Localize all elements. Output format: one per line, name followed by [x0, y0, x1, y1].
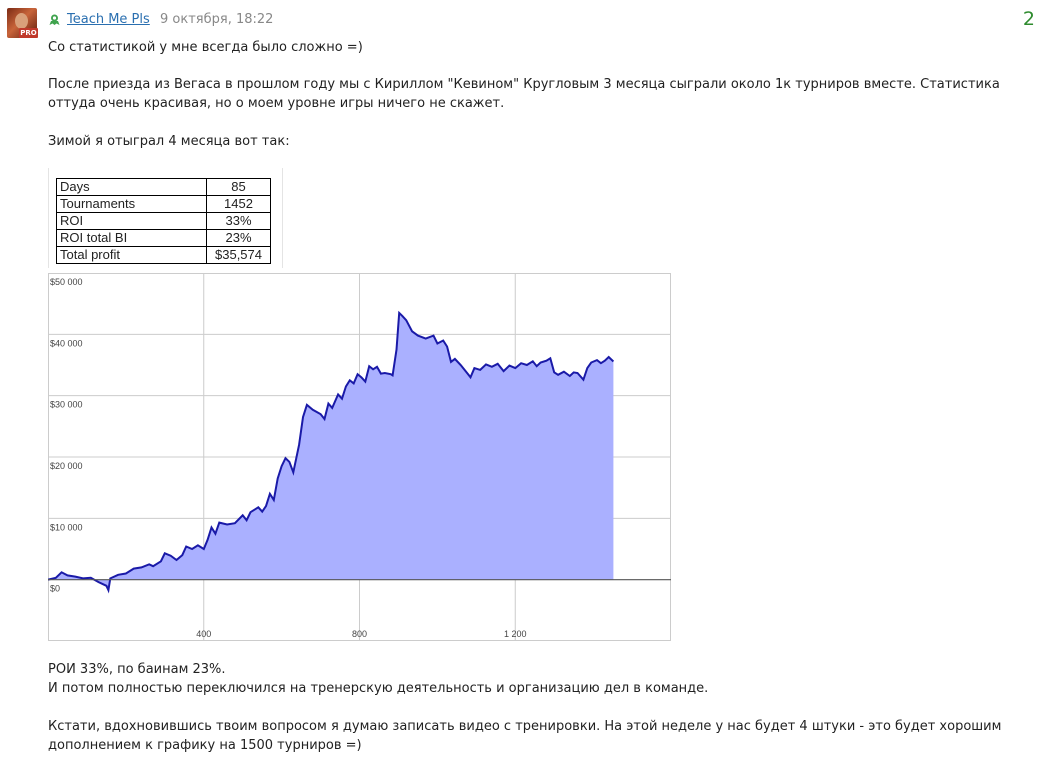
post-date: 9 октября, 18:22 — [160, 12, 274, 27]
table-cell: 23% — [206, 229, 271, 247]
chart-area — [48, 312, 614, 591]
table-cell: 33% — [206, 212, 271, 230]
post-text-line: После приезда из Вегаса в прошлом году м… — [48, 77, 1000, 111]
table-cell: 85 — [206, 178, 271, 196]
table-row: ROI total BI 23% — [56, 229, 271, 247]
author-link[interactable]: Teach Me Pls — [67, 12, 150, 27]
stats-table: Days 85 Tournaments 1452 ROI 33% ROI total … — [56, 178, 271, 264]
chart-y-tick-label: $10 000 — [50, 522, 83, 532]
chart-y-tick-label: $20 000 — [50, 461, 83, 471]
sheet-gridline — [282, 168, 283, 268]
post-text-line: РОИ 33%, по баинам 23%. — [48, 662, 226, 677]
table-row: Tournaments 1452 — [56, 195, 271, 213]
chart-x-tick-label: 400 — [196, 629, 211, 639]
chart-y-tick-label: $50 000 — [50, 277, 83, 287]
post-text-line: И потом полностью переключился на тренер… — [48, 681, 709, 696]
table-cell: 1452 — [206, 195, 271, 213]
sheet-gridline — [48, 168, 49, 268]
chart-x-tick-label: 800 — [352, 629, 367, 639]
vote-count: 2 — [1022, 8, 1035, 30]
pro-badge: PRO — [19, 28, 38, 38]
table-cell: Total profit — [56, 246, 207, 264]
avatar-face — [15, 13, 28, 29]
table-row: Days 85 — [56, 178, 271, 196]
table-cell: ROI — [56, 212, 207, 230]
post-text-line: Зимой я отыграл 4 месяца вот так: — [48, 134, 290, 149]
table-row: Total profit $35,574 — [56, 246, 271, 264]
chart-line — [48, 310, 615, 594]
table-row: ROI 33% — [56, 212, 271, 230]
table-cell: $35,574 — [206, 246, 271, 264]
chart-x-tick-label: 1 200 — [504, 629, 527, 639]
chart-y-tick-label: $30 000 — [50, 400, 83, 410]
rank-icon — [49, 14, 60, 25]
chart-y-tick-label: $40 000 — [50, 338, 83, 348]
table-cell: Days — [56, 178, 207, 196]
table-cell: Tournaments — [56, 195, 207, 213]
chart-y-tick-label: $0 — [50, 584, 60, 594]
table-cell: ROI total BI — [56, 229, 207, 247]
post-text-line: Кстати, вдохновившись твоим вопросом я д… — [48, 719, 1002, 753]
post-text-line: Со статистикой у мне всегда было сложно … — [48, 40, 363, 55]
profit-chart: $50 000 $40 000 $30 000 $20 000 $10 000 $0 400… — [48, 273, 671, 641]
